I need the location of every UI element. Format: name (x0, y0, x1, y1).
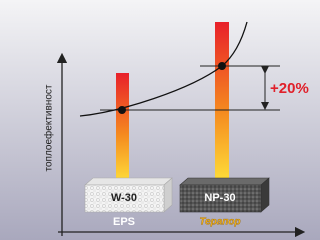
diagram: топлоефективност +20% W-30 EPS NP-30 Тер… (0, 0, 320, 240)
block-top (180, 178, 269, 185)
difference-label: +20% (270, 80, 309, 97)
point (118, 106, 126, 114)
product-grade: W-30 (111, 192, 137, 204)
page: топлоефективност +20% W-30 EPS NP-30 Тер… (0, 0, 320, 240)
bar (116, 73, 129, 185)
product-material: EPS (113, 216, 135, 228)
product-grade: NP-30 (204, 192, 235, 204)
block-top (85, 178, 172, 185)
bar (215, 22, 229, 185)
y-axis-label: топлоефективност (43, 84, 55, 171)
product-material: Терапор (199, 217, 240, 228)
point (218, 62, 226, 70)
